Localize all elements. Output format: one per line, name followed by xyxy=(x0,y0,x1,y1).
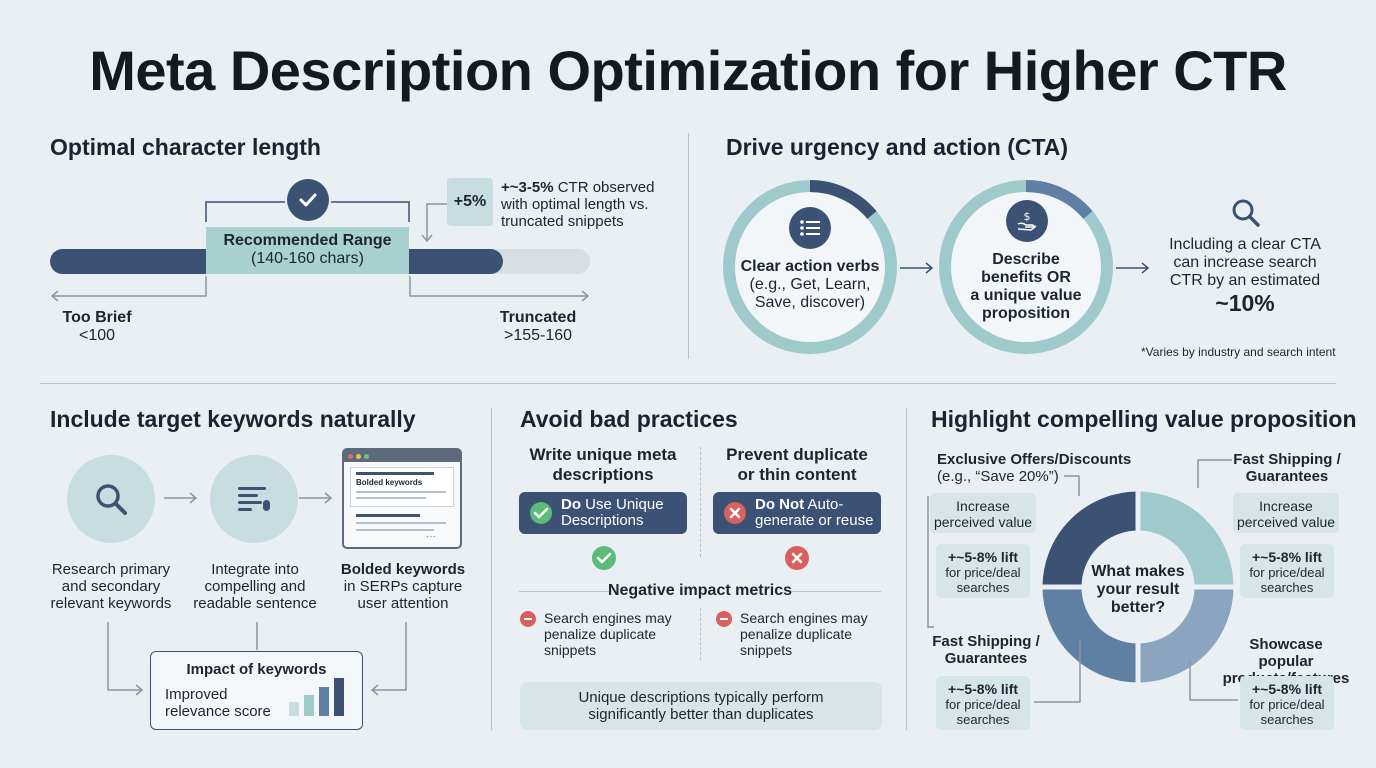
do-check-icon xyxy=(592,546,616,570)
value-bl-lift: +~5-8% lift for price/deal searches xyxy=(936,676,1030,730)
check-icon xyxy=(287,179,329,221)
minus-icon-1 xyxy=(520,611,536,627)
metrics-title: Negative impact metrics xyxy=(607,582,793,599)
search-icon xyxy=(1232,199,1260,227)
keyword-integrate-step xyxy=(210,455,298,543)
value-tr-lift: +~5-8% lift for price/deal searches xyxy=(1240,544,1334,598)
value-tr-pill: Increase perceived value xyxy=(1233,493,1339,533)
cta-ring-2 xyxy=(939,180,1113,354)
badge-arrow xyxy=(421,203,447,243)
serp-window: Bolded keywords ··· xyxy=(342,448,462,549)
value-tl-title: Exclusive Offers/Discounts (e.g., “Save … xyxy=(937,451,1132,485)
value-bl-title: Fast Shipping / Guarantees xyxy=(932,633,1040,667)
keyword-connectors xyxy=(107,622,407,696)
avoid-summary: Unique descriptions typically perform si… xyxy=(520,682,882,730)
cta-circle-1-text: Clear action verbs (e.g., Get, Learn, Sa… xyxy=(740,258,880,311)
avoid-col1-title: Write unique meta descriptions xyxy=(529,445,677,484)
too-brief-label: Too Brief <100 xyxy=(62,309,132,344)
metric-divider xyxy=(700,608,701,660)
donut-center-text: What makes your result better? xyxy=(1091,563,1185,616)
value-br-lift: +~5-8% lift for price/deal searches xyxy=(1240,676,1334,730)
keyword-arrow-1 xyxy=(164,492,198,504)
right-range-arrow xyxy=(409,276,590,302)
keyword-step-2-text: Integrate into compelling and readable s… xyxy=(193,561,317,612)
divider-bottom-1 xyxy=(491,408,492,730)
range-title: Recommended Range xyxy=(223,232,392,249)
do-unique-button: Do Use Unique Descriptions xyxy=(519,492,687,534)
dont-x-icon xyxy=(785,546,809,570)
x-circle-icon xyxy=(724,502,746,524)
recommended-range-box: Recommended Range (140-160 chars) xyxy=(206,227,409,274)
avoid-col-divider xyxy=(700,447,701,557)
cta-ring-1 xyxy=(723,180,897,354)
left-range-arrow xyxy=(50,276,207,302)
connector-br xyxy=(1189,660,1238,701)
minus-icon-2 xyxy=(716,611,732,627)
truncated-label: Truncated >155-160 xyxy=(499,309,577,344)
range-sub: (140-160 chars) xyxy=(251,250,364,267)
page-title: Meta Description Optimization for Higher… xyxy=(89,39,1287,102)
value-heading: Highlight compelling value proposition xyxy=(931,406,1357,432)
bar-chart-icon xyxy=(289,678,344,716)
metrics-line-left xyxy=(519,591,609,592)
keyword-research-step xyxy=(67,455,155,543)
keyword-arrow-2 xyxy=(299,492,333,504)
divider-top xyxy=(688,133,689,359)
keyword-step-1-text: Research primary and secondary relevant … xyxy=(50,561,172,612)
ctr-badge: +5% xyxy=(447,178,493,226)
list-icon xyxy=(789,207,831,249)
cta-footnote: *Varies by industry and search intent xyxy=(1141,345,1336,359)
impact-box: Impact of keywords Improved relevance sc… xyxy=(150,651,363,730)
metric-1-text: Search engines may penalize duplicate sn… xyxy=(544,610,672,658)
money-hand-icon: $ xyxy=(1006,200,1048,242)
metrics-line-right xyxy=(791,591,881,592)
cta-result: Including a clear CTA can increase searc… xyxy=(1169,236,1321,316)
avoid-col2-title: Prevent duplicate or thin content xyxy=(726,445,868,484)
cta-heading: Drive urgency and action (CTA) xyxy=(726,134,1069,160)
value-tl-pill: Increase perceived value xyxy=(930,493,1036,533)
range-bracket xyxy=(205,201,410,222)
serp-bolded-label: Bolded keywords xyxy=(356,478,423,487)
svg-text:$: $ xyxy=(1024,210,1031,223)
keywords-heading: Include target keywords naturally xyxy=(50,406,416,432)
keyword-step-3-text: Bolded keywords in SERPs capture user at… xyxy=(340,561,466,612)
divider-middle xyxy=(40,383,1336,384)
magnifier-icon xyxy=(96,484,127,515)
connector-tl xyxy=(927,475,1080,628)
cta-circle-2-text: Describe benefits OR a unique value prop… xyxy=(970,251,1082,322)
ctr-note: +~3-5% CTR observed with optimal length … xyxy=(501,179,655,230)
text-lines-icon xyxy=(238,487,270,511)
cta-arrow-2 xyxy=(1116,262,1150,274)
do-not-autogenerate-button: Do Not Auto- generate or reuse xyxy=(713,492,881,534)
connector-bl xyxy=(1034,640,1081,703)
value-donut xyxy=(1037,486,1239,688)
value-tr-title: Fast Shipping / Guarantees xyxy=(1233,451,1341,485)
cta-arrow-1 xyxy=(900,262,934,274)
check-circle-icon xyxy=(530,502,552,524)
avoid-heading: Avoid bad practices xyxy=(520,406,738,432)
value-tl-lift: +~5-8% lift for price/deal searches xyxy=(936,544,1030,598)
metric-2-text: Search engines may penalize duplicate sn… xyxy=(740,610,868,658)
divider-bottom-2 xyxy=(906,408,907,730)
length-heading: Optimal character length xyxy=(50,134,321,160)
connector-tr xyxy=(1197,459,1232,488)
